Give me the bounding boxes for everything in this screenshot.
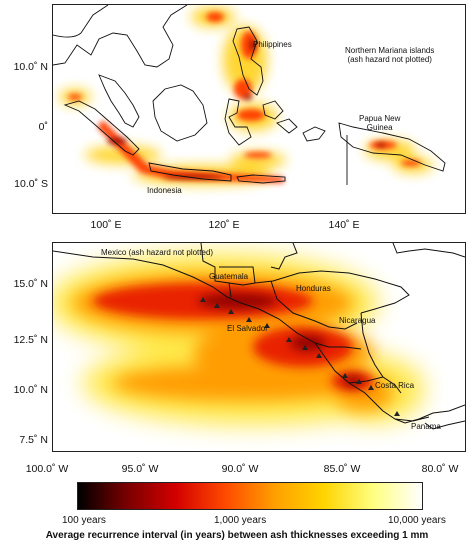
bottom-y-label: 7.5˚ N bbox=[19, 434, 48, 446]
place-label-el-salvador: El Salvador bbox=[227, 324, 268, 333]
top-x-label: 100˚ E bbox=[90, 219, 122, 231]
top-x-label: 120˚ E bbox=[208, 219, 240, 231]
colorbar-caption: Average recurrence interval (in years) b… bbox=[45, 530, 429, 541]
place-label-philippines: Philippines bbox=[253, 40, 292, 49]
place-label-honduras: Honduras bbox=[296, 284, 331, 293]
colorbar-tick-label: 10,000 years bbox=[388, 515, 446, 526]
bottom-x-label: 90.0˚ W bbox=[221, 463, 259, 475]
place-label-png: Papua New Guinea bbox=[359, 114, 401, 132]
bottom-y-label: 15.0˚ N bbox=[13, 278, 48, 290]
place-label-panama: Panama bbox=[411, 422, 441, 431]
coastlines bbox=[53, 243, 465, 430]
top-x-label: 140˚ E bbox=[328, 219, 360, 231]
colorbar-tick-label: 100 years bbox=[62, 515, 106, 526]
bottom-x-label: 85.0˚ W bbox=[323, 463, 361, 475]
central-america-map-canvas bbox=[53, 243, 465, 430]
bottom-y-label: 10.0˚ N bbox=[13, 384, 48, 396]
place-label-guatemala: Guatemala bbox=[209, 272, 249, 281]
place-label-costa-rica: Costa Rica bbox=[375, 381, 415, 390]
place-label-indonesia: Indonesia bbox=[147, 186, 182, 195]
southeast-asia-map-canvas bbox=[53, 5, 446, 185]
bottom-x-label: 95.0˚ W bbox=[121, 463, 159, 475]
place-label-nicaragua: Nicaragua bbox=[339, 316, 376, 325]
southeast-asia-map: Philippines Northern Mariana islands (as… bbox=[52, 4, 466, 214]
colorbar-tick-label: 1,000 years bbox=[214, 515, 267, 526]
volcano-markers bbox=[200, 297, 400, 416]
central-america-map: Mexico (ash hazard not plotted) Guatemal… bbox=[52, 242, 466, 452]
recurrence-colorbar bbox=[77, 482, 423, 510]
top-y-label: 0˚ bbox=[38, 121, 48, 133]
top-y-label: 10.0˚ N bbox=[13, 61, 48, 73]
bottom-x-label: 100.0˚ W bbox=[25, 463, 69, 475]
coastlines bbox=[53, 5, 446, 185]
bottom-x-label: 80.0˚ W bbox=[421, 463, 459, 475]
hazard-zones bbox=[53, 253, 423, 425]
bottom-y-label: 12.5˚ N bbox=[13, 334, 48, 346]
place-label-mexico: Mexico (ash hazard not plotted) bbox=[101, 248, 214, 257]
colorbar-gradient bbox=[78, 483, 422, 509]
place-label-mariana: Northern Mariana islands (ash hazard not… bbox=[345, 46, 435, 64]
top-y-label: 10.0˚ S bbox=[14, 178, 48, 190]
